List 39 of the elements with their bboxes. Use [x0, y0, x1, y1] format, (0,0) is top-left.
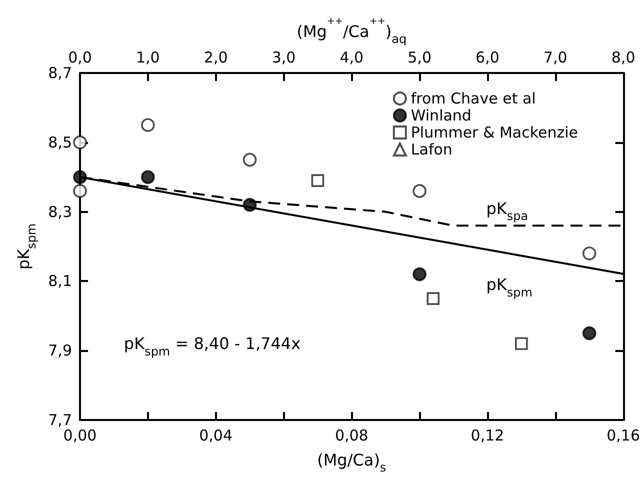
point — [73, 170, 87, 184]
legend-label: Plummer & Mackenzie — [410, 124, 578, 142]
point — [242, 198, 257, 212]
point — [73, 136, 87, 150]
point — [582, 326, 596, 340]
x2-tick-label: 7,0 — [543, 48, 568, 66]
point — [582, 246, 596, 260]
legend-label: Lafon — [410, 140, 452, 158]
x-tick-label: 0,12 — [470, 426, 504, 444]
x2-tick-label: 3,0 — [272, 48, 296, 66]
legend-label: from Chave et al — [410, 90, 536, 108]
x2-tick-label: 6,0 — [476, 48, 500, 66]
point — [412, 267, 426, 282]
y-tick-label: 7,9 — [48, 342, 72, 360]
x2-tick-label: 4,0 — [340, 48, 364, 66]
x2-tick-label: 8,0 — [611, 48, 636, 66]
x2-tick-label: 1,0 — [136, 48, 160, 66]
x2-tick-label: 2,0 — [204, 48, 228, 66]
point — [311, 174, 324, 187]
x-tick-label: 0,08 — [334, 426, 368, 444]
x-tick-label: 0,16 — [606, 426, 640, 444]
point — [242, 152, 257, 167]
x2-tick-label: 0,0 — [68, 48, 92, 66]
x-tick-label: 0,04 — [199, 426, 233, 444]
point — [412, 184, 426, 198]
x2-tick-label: 5,0 — [408, 48, 432, 66]
point — [73, 184, 87, 198]
y-tick-label: 7,7 — [48, 411, 72, 429]
y-tick-label: 8,5 — [48, 133, 72, 152]
y-tick-label: 8,3 — [48, 202, 72, 221]
point — [515, 337, 528, 350]
legend-label: Winland — [410, 106, 472, 124]
point — [426, 292, 440, 305]
x-tick-label: 0,00 — [63, 426, 97, 444]
y-tick-label: 8,7 — [48, 64, 72, 82]
y-tick-label: 8,1 — [48, 272, 72, 290]
y-axis-title: pKspm — [14, 223, 38, 270]
point — [141, 170, 155, 184]
point — [141, 118, 155, 132]
